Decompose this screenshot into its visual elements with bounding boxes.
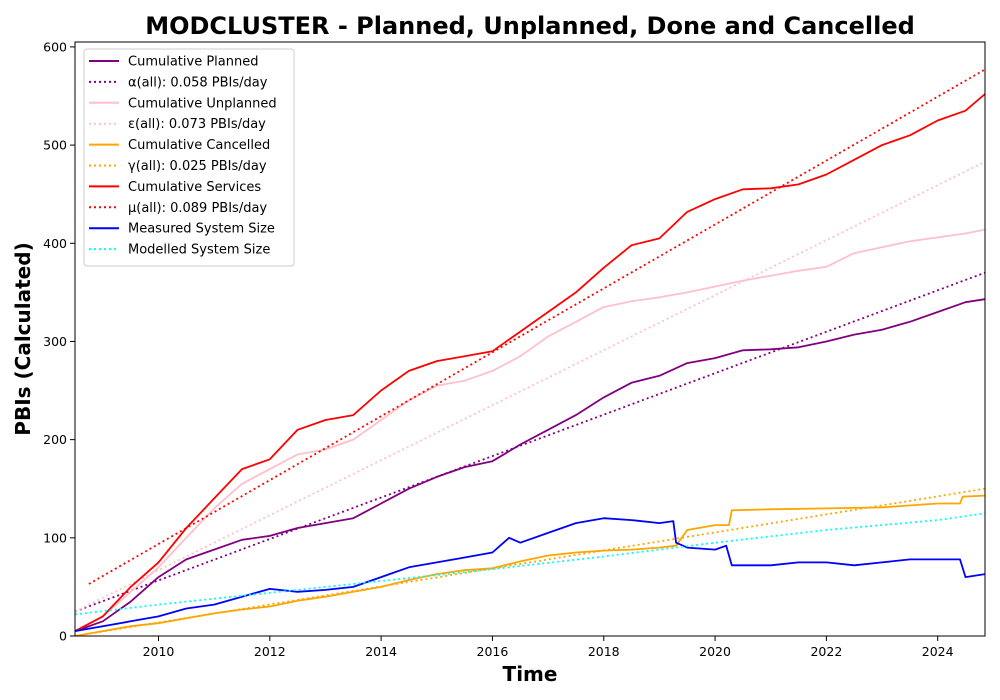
legend-label-9: Modelled System Size bbox=[128, 243, 270, 258]
x-tick-label-4: 2018 bbox=[588, 644, 620, 659]
x-tick-label-2: 2014 bbox=[365, 644, 397, 659]
legend-label-1: α(all): 0.058 PBIs/day bbox=[128, 75, 268, 90]
plot-frame bbox=[74, 41, 986, 637]
x-tick-label-0: 2010 bbox=[143, 644, 175, 659]
legend-label-8: Measured System Size bbox=[128, 222, 275, 237]
x-tick-label-5: 2020 bbox=[699, 644, 731, 659]
series-line-3 bbox=[75, 160, 985, 613]
series-line-2 bbox=[75, 228, 985, 632]
y-axis-label: PBIs (Calculated) bbox=[11, 242, 35, 435]
y-tick-label-0: 0 bbox=[59, 629, 67, 644]
legend: Cumulative Planned α(all): 0.058 PBIs/day… bbox=[83, 48, 295, 267]
x-tick-label-1: 2012 bbox=[254, 644, 286, 659]
series-line-1 bbox=[75, 271, 985, 613]
series-layer bbox=[75, 68, 985, 636]
series-line-7 bbox=[88, 68, 985, 585]
y-tick-label-4: 400 bbox=[43, 236, 67, 251]
legend-label-5: γ(all): 0.025 PBIs/day bbox=[128, 159, 267, 174]
series-line-6 bbox=[75, 93, 985, 632]
series-line-0 bbox=[75, 298, 985, 632]
y-tick-label-3: 300 bbox=[43, 334, 67, 349]
series-line-5 bbox=[75, 487, 985, 636]
series-line-8 bbox=[75, 517, 985, 632]
chart-title: MODCLUSTER - Planned, Unplanned, Done an… bbox=[145, 12, 915, 40]
y-tick-label-2: 200 bbox=[43, 432, 67, 447]
y-tick-label-1: 100 bbox=[43, 530, 67, 545]
legend-label-0: Cumulative Planned bbox=[128, 55, 258, 70]
x-axis-label: Time bbox=[503, 662, 558, 686]
y-tick-label-5: 500 bbox=[43, 138, 67, 153]
y-tick-label-6: 600 bbox=[43, 39, 67, 54]
legend-label-4: Cumulative Cancelled bbox=[128, 138, 270, 153]
y-axis: 0 100 200 300 400 500 600 bbox=[43, 39, 75, 644]
x-tick-label-6: 2022 bbox=[810, 644, 842, 659]
legend-label-2: Cumulative Unplanned bbox=[128, 96, 277, 111]
x-tick-label-7: 2024 bbox=[922, 644, 954, 659]
x-tick-label-3: 2016 bbox=[477, 644, 509, 659]
legend-box bbox=[83, 48, 295, 267]
x-axis: 2010 2012 2014 2016 2018 2020 2022 2024 bbox=[143, 636, 954, 659]
legend-label-3: ε(all): 0.073 PBIs/day bbox=[128, 117, 266, 132]
legend-label-7: μ(all): 0.089 PBIs/day bbox=[128, 201, 267, 216]
legend-label-6: Cumulative Services bbox=[128, 180, 261, 195]
series-line-9 bbox=[75, 512, 985, 616]
